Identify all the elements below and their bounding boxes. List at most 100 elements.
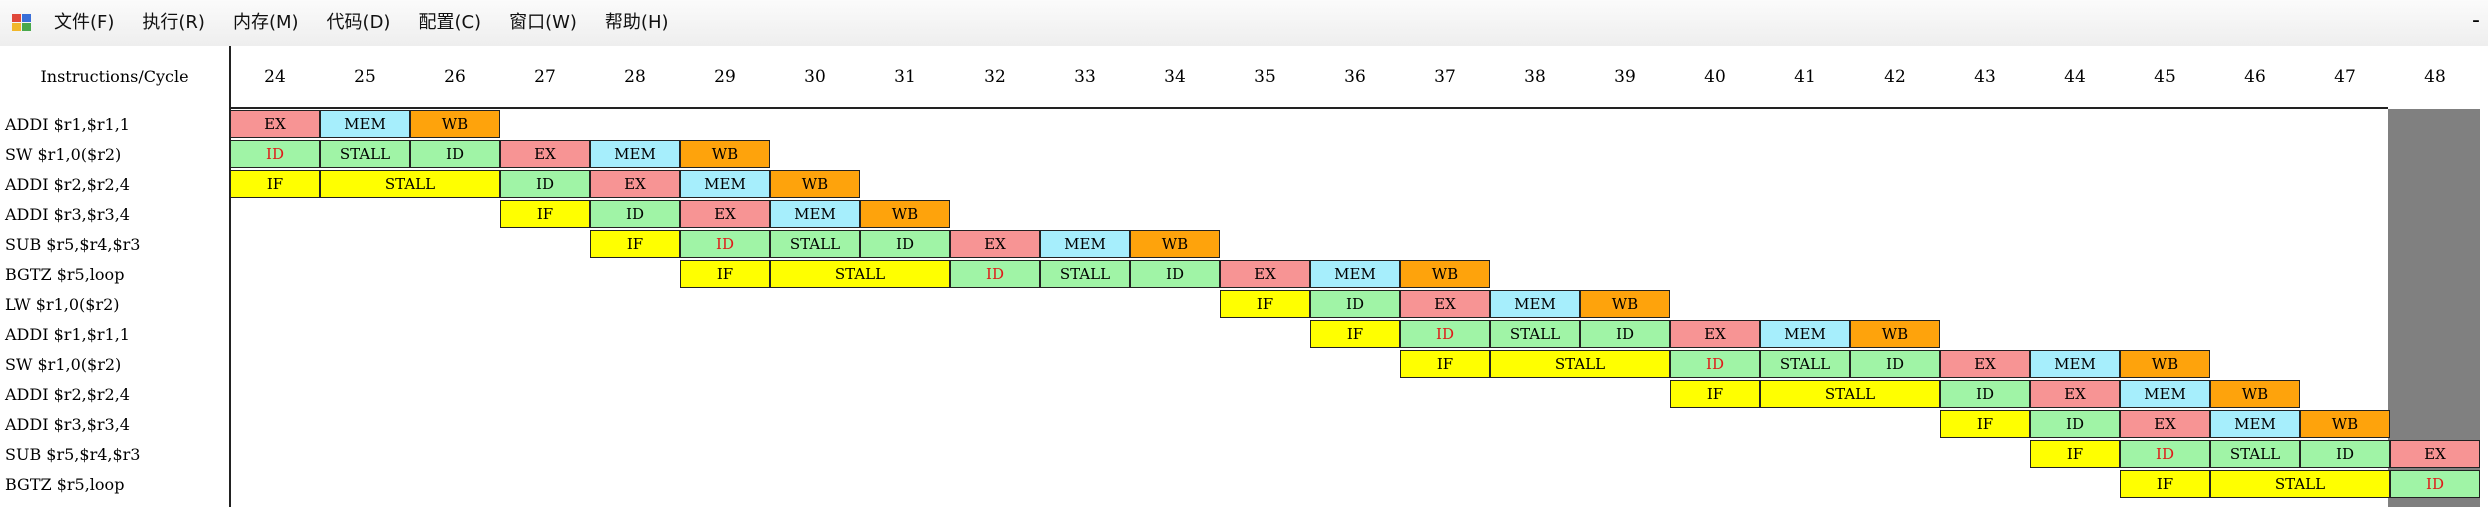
cycle-header: 42 — [1884, 66, 1906, 87]
stage-cell-ex: EX — [500, 140, 590, 168]
instruction-label: BGTZ $r5,loop — [5, 265, 125, 284]
instruction-label: ADDI $r2,$r2,4 — [5, 175, 130, 194]
instruction-label: SUB $r5,$r4,$r3 — [5, 235, 141, 254]
stage-cell-stall: STALL — [2210, 440, 2300, 468]
minimize-button[interactable]: - — [2472, 8, 2480, 33]
menu-code[interactable]: 代码(D) — [326, 12, 391, 33]
menu-help[interactable]: 帮助(H) — [604, 12, 669, 33]
stage-cell-ex: EX — [590, 170, 680, 198]
stage-cell-wb: WB — [410, 110, 500, 138]
stage-cell-wb: WB — [2120, 350, 2210, 378]
stage-cell-id: ID — [1670, 350, 1760, 378]
stage-cell-id: ID — [1580, 320, 1670, 348]
instruction-label: ADDI $r1,$r1,1 — [5, 115, 130, 134]
cycle-header: 43 — [1974, 66, 1996, 87]
stage-cell-ex: EX — [1220, 260, 1310, 288]
stage-cell-mem: MEM — [1760, 320, 1850, 348]
stage-cell-id: ID — [590, 200, 680, 228]
stage-cell-mem: MEM — [320, 110, 410, 138]
menu-config[interactable]: 配置(C) — [418, 12, 482, 33]
stage-cell-mem: MEM — [770, 200, 860, 228]
cycle-header: 47 — [2334, 66, 2356, 87]
stage-cell-wb: WB — [1580, 290, 1670, 318]
instruction-label: ADDI $r2,$r2,4 — [5, 385, 130, 404]
cycle-header: 44 — [2064, 66, 2086, 87]
corner-header: Instructions/Cycle — [40, 67, 189, 86]
stage-cell-stall: STALL — [1490, 350, 1670, 378]
menu-memory[interactable]: 内存(M) — [232, 12, 299, 33]
stage-cell-if: IF — [1670, 380, 1760, 408]
menu-bar: 文件(F) 执行(R) 内存(M) 代码(D) 配置(C) 窗口(W) 帮助(H… — [0, 0, 2488, 47]
stage-cell-if: IF — [1310, 320, 1400, 348]
cycle-header: 34 — [1164, 66, 1186, 87]
stage-cell-stall: STALL — [320, 140, 410, 168]
stage-cell-if: IF — [680, 260, 770, 288]
instruction-label: SUB $r5,$r4,$r3 — [5, 445, 141, 464]
cycle-header: 38 — [1524, 66, 1546, 87]
instruction-label: ADDI $r3,$r3,4 — [5, 205, 130, 224]
stage-cell-mem: MEM — [1310, 260, 1400, 288]
instruction-label: ADDI $r1,$r1,1 — [5, 325, 130, 344]
instruction-label: SW $r1,0($r2) — [5, 355, 122, 374]
cycle-header: 46 — [2244, 66, 2266, 87]
stage-cell-wb: WB — [860, 200, 950, 228]
stage-cell-wb: WB — [2210, 380, 2300, 408]
stage-cell-ex: EX — [2390, 440, 2480, 468]
stage-cell-if: IF — [2030, 440, 2120, 468]
stage-cell-wb: WB — [1130, 230, 1220, 258]
stage-cell-mem: MEM — [590, 140, 680, 168]
stage-cell-ex: EX — [2030, 380, 2120, 408]
cycle-header: 36 — [1344, 66, 1366, 87]
cycle-header: 48 — [2424, 66, 2446, 87]
stage-cell-stall: STALL — [770, 260, 950, 288]
cycle-header: 31 — [894, 66, 916, 87]
menu-run[interactable]: 执行(R) — [142, 12, 205, 33]
stage-cell-id: ID — [2390, 470, 2480, 498]
stage-cell-mem: MEM — [2120, 380, 2210, 408]
stage-cell-id: ID — [2120, 440, 2210, 468]
stage-cell-stall: STALL — [1490, 320, 1580, 348]
menu-file[interactable]: 文件(F) — [54, 12, 115, 33]
stage-cell-mem: MEM — [1040, 230, 1130, 258]
stage-cell-id: ID — [410, 140, 500, 168]
cycle-header: 33 — [1074, 66, 1096, 87]
stage-cell-wb: WB — [680, 140, 770, 168]
instruction-label: BGTZ $r5,loop — [5, 475, 125, 494]
cycle-header: 28 — [624, 66, 646, 87]
stage-cell-stall: STALL — [1760, 380, 1940, 408]
cycle-header: 29 — [714, 66, 736, 87]
cycle-header: 24 — [264, 66, 286, 87]
cycle-header: 25 — [354, 66, 376, 87]
stage-cell-id: ID — [1940, 380, 2030, 408]
instruction-label: ADDI $r3,$r3,4 — [5, 415, 130, 434]
stage-cell-id: ID — [860, 230, 950, 258]
menu-items: 文件(F) 执行(R) 内存(M) 代码(D) 配置(C) 窗口(W) 帮助(H… — [40, 0, 683, 46]
stage-cell-wb: WB — [770, 170, 860, 198]
cycle-header: 27 — [534, 66, 556, 87]
stage-cell-id: ID — [1400, 320, 1490, 348]
stage-cell-ex: EX — [1940, 350, 2030, 378]
stage-cell-id: ID — [680, 230, 770, 258]
stage-cell-stall: STALL — [2210, 470, 2390, 498]
stage-cell-mem: MEM — [680, 170, 770, 198]
stage-cell-stall: STALL — [320, 170, 500, 198]
stage-cell-if: IF — [590, 230, 680, 258]
app-icon[interactable] — [12, 14, 32, 32]
stage-cell-id: ID — [950, 260, 1040, 288]
stage-cell-ex: EX — [1400, 290, 1490, 318]
cycle-header: 45 — [2154, 66, 2176, 87]
cycle-header: 41 — [1794, 66, 1816, 87]
cycle-header: 37 — [1434, 66, 1456, 87]
stage-cell-id: ID — [2030, 410, 2120, 438]
stage-cell-if: IF — [500, 200, 590, 228]
cycle-header: 35 — [1254, 66, 1276, 87]
stage-cell-wb: WB — [1850, 320, 1940, 348]
instruction-label: LW $r1,0($r2) — [5, 295, 120, 314]
cycle-header: 32 — [984, 66, 1006, 87]
stage-cell-ex: EX — [230, 110, 320, 138]
stage-cell-if: IF — [1400, 350, 1490, 378]
stage-cell-id: ID — [1130, 260, 1220, 288]
stage-cell-wb: WB — [2300, 410, 2390, 438]
stage-cell-mem: MEM — [2210, 410, 2300, 438]
menu-window[interactable]: 窗口(W) — [509, 12, 577, 33]
